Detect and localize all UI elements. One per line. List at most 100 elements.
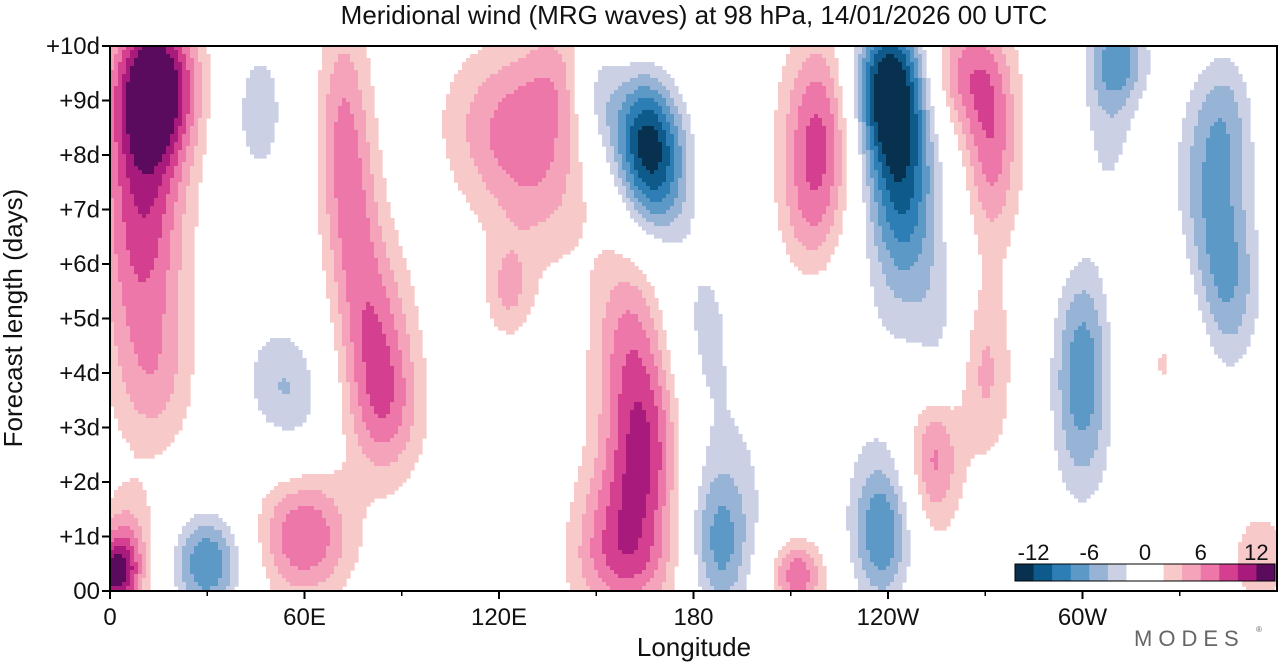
contour-band xyxy=(1006,142,1015,147)
contour-band xyxy=(374,186,387,191)
contour-band xyxy=(938,458,955,463)
contour-band xyxy=(354,66,371,71)
contour-band xyxy=(1014,142,1023,147)
contour-band xyxy=(342,390,351,395)
contour-band xyxy=(1098,102,1127,107)
contour-band xyxy=(1082,322,1087,327)
contour-band xyxy=(350,110,367,115)
contour-band xyxy=(574,494,587,499)
contour-band xyxy=(1094,378,1103,383)
contour-band xyxy=(1190,214,1203,219)
contour-band xyxy=(122,286,167,291)
contour-band xyxy=(594,458,607,463)
contour-band xyxy=(138,362,159,367)
contour-band xyxy=(486,238,579,243)
contour-band xyxy=(954,406,1007,411)
contour-band xyxy=(110,210,115,215)
contour-band xyxy=(646,366,659,371)
contour-band xyxy=(858,54,867,59)
contour-band xyxy=(962,98,975,103)
contour-band xyxy=(858,66,863,71)
contour-band xyxy=(982,262,1003,267)
contour-band xyxy=(582,562,595,567)
contour-band xyxy=(742,502,759,507)
contour-band xyxy=(610,386,623,391)
contour-band xyxy=(874,94,911,99)
contour-band xyxy=(362,406,375,411)
contour-band xyxy=(394,270,411,275)
contour-band xyxy=(978,290,1003,295)
contour-band xyxy=(518,226,531,231)
contour-band xyxy=(974,70,987,75)
contour-band xyxy=(926,138,931,143)
contour-band xyxy=(446,146,471,151)
contour-band xyxy=(1070,406,1095,411)
contour-band xyxy=(270,546,283,551)
contour-band xyxy=(286,518,327,523)
contour-band xyxy=(918,90,923,95)
contour-band xyxy=(198,138,207,143)
contour-band xyxy=(1242,134,1251,139)
contour-band xyxy=(1066,438,1099,443)
contour-band xyxy=(634,118,659,123)
contour-band xyxy=(182,226,195,231)
contour-band xyxy=(614,458,627,463)
contour-band xyxy=(698,338,723,343)
contour-band xyxy=(494,194,563,199)
contour-band xyxy=(166,130,175,135)
contour-band xyxy=(990,394,1007,399)
contour-band xyxy=(1102,342,1111,347)
contour-band xyxy=(1246,302,1259,307)
contour-band xyxy=(166,306,179,311)
contour-band xyxy=(374,306,391,311)
contour-band xyxy=(118,270,135,275)
contour-band xyxy=(854,46,863,51)
y-tick-label: +3d xyxy=(59,415,100,442)
contour-band xyxy=(1058,450,1071,455)
contour-band xyxy=(178,538,187,543)
contour-band xyxy=(178,154,187,159)
contour-band xyxy=(1094,382,1103,387)
contour-band xyxy=(326,182,335,187)
contour-band xyxy=(338,234,371,239)
contour-band xyxy=(162,350,179,355)
contour-band xyxy=(398,426,411,431)
contour-band xyxy=(1190,150,1207,155)
contour-band xyxy=(1178,174,1191,179)
contour-band xyxy=(126,390,175,395)
contour-band xyxy=(118,78,123,83)
contour-band xyxy=(650,482,659,487)
contour-band xyxy=(858,550,871,555)
contour-band xyxy=(870,266,883,271)
contour-band xyxy=(942,54,951,59)
contour-band xyxy=(590,538,603,543)
contour-band xyxy=(834,126,839,131)
contour-band xyxy=(874,118,911,123)
contour-band xyxy=(1098,442,1111,447)
contour-band xyxy=(834,150,843,155)
contour-band xyxy=(662,354,671,359)
contour-band xyxy=(122,58,127,63)
contour-band xyxy=(618,282,631,287)
contour-band xyxy=(174,222,183,227)
contour-band xyxy=(630,170,639,175)
contour-band xyxy=(414,378,427,383)
contour-band xyxy=(570,98,575,103)
contour-band xyxy=(138,138,163,143)
contour-band xyxy=(978,238,1011,243)
contour-band xyxy=(482,178,515,183)
contour-band xyxy=(886,474,899,479)
contour-band xyxy=(114,238,127,243)
contour-band xyxy=(1058,370,1071,375)
contour-band xyxy=(126,322,163,327)
contour-band xyxy=(1062,330,1075,335)
contour-band xyxy=(994,362,1011,367)
contour-band xyxy=(190,46,199,51)
contour-band xyxy=(858,102,863,107)
contour-band xyxy=(806,134,827,139)
contour-band xyxy=(258,358,307,363)
contour-band xyxy=(246,130,275,135)
contour-band xyxy=(198,526,215,531)
contour-band xyxy=(486,230,583,235)
contour-band xyxy=(350,58,371,63)
